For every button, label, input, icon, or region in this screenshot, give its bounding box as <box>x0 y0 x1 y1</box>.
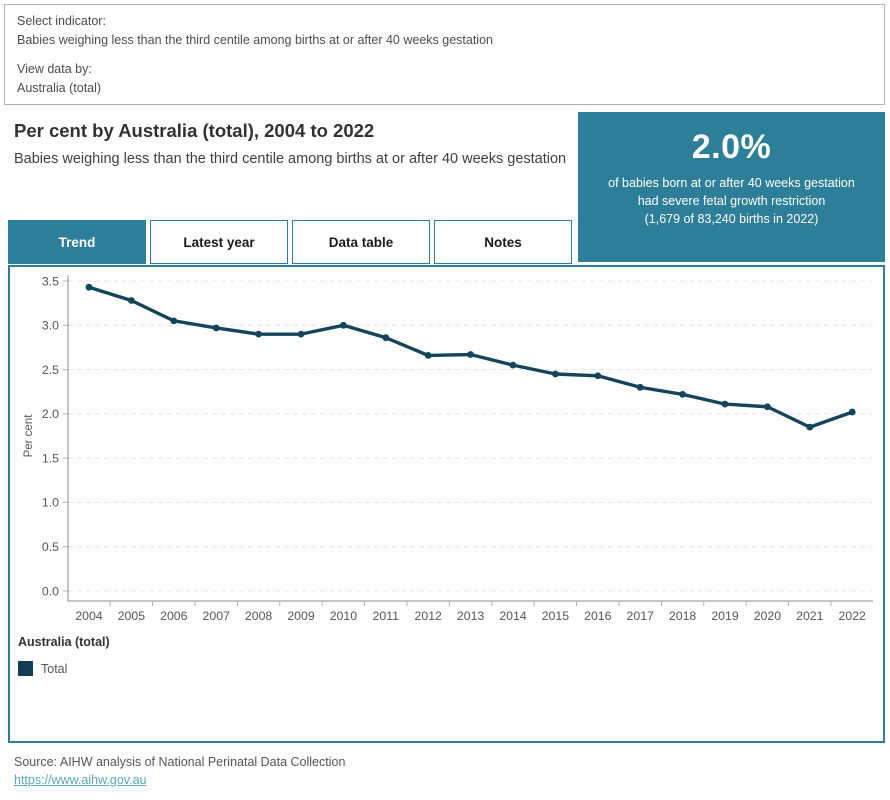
svg-text:2020: 2020 <box>754 609 782 623</box>
stat-value: 2.0% <box>691 128 772 166</box>
svg-text:3.0: 3.0 <box>42 319 59 333</box>
svg-text:2014: 2014 <box>499 609 527 623</box>
svg-text:3.5: 3.5 <box>42 274 59 288</box>
page-title: Per cent by Australia (total), 2004 to 2… <box>14 120 375 141</box>
tab-data-table[interactable]: Data table <box>292 220 430 264</box>
svg-text:2018: 2018 <box>669 609 697 623</box>
svg-text:2017: 2017 <box>627 609 655 623</box>
tab-latest-year[interactable]: Latest year <box>150 220 288 264</box>
source-text: Source: AIHW analysis of National Perina… <box>14 755 346 769</box>
svg-text:2010: 2010 <box>330 609 358 623</box>
svg-text:0.0: 0.0 <box>42 584 59 598</box>
svg-text:2011: 2011 <box>373 609 400 623</box>
trend-chart-svg[interactable]: 0.0 0.5 1.0 1.5 2.0 2.5 3.0 3.5 2004 2005 2006 2007… <box>10 267 883 629</box>
svg-text:2022: 2022 <box>839 609 867 623</box>
svg-text:2013: 2013 <box>457 609 485 623</box>
tab-trend[interactable]: Trend <box>8 220 146 264</box>
legend-group-label: Australia (total) <box>18 635 110 649</box>
legend-item-total[interactable]: Total <box>18 661 67 676</box>
tab-notes[interactable]: Notes <box>434 220 572 264</box>
svg-text:2.5: 2.5 <box>42 363 59 377</box>
page-subtitle: Babies weighing less than the third cent… <box>14 151 567 168</box>
stat-desc-line1: of babies born at or after 40 weeks gest… <box>608 176 855 190</box>
svg-text:2021: 2021 <box>796 609 824 623</box>
indicator-select[interactable]: Babies weighing less than the third cent… <box>17 33 493 47</box>
svg-text:2005: 2005 <box>118 609 146 623</box>
svg-text:2006: 2006 <box>160 609 188 623</box>
svg-text:2019: 2019 <box>711 609 739 623</box>
svg-text:2007: 2007 <box>203 609 231 623</box>
stat-desc-line2: had severe fetal growth restriction <box>637 194 826 209</box>
view-by-select[interactable]: Australia (total) <box>17 81 102 95</box>
stat-box: 2.0% of babies born at or after 40 weeks… <box>578 112 885 262</box>
tab-bar: Trend Latest year Data table Notes <box>8 220 728 264</box>
indicator-select-label: Select indicator: <box>17 14 106 28</box>
svg-text:1.0: 1.0 <box>42 496 59 510</box>
legend-label: Total <box>41 661 68 676</box>
legend-swatch-icon <box>18 661 33 676</box>
svg-text:2012: 2012 <box>415 609 443 623</box>
stat-desc-line3: (1,679 of 83,240 births in 2022) <box>644 212 819 227</box>
svg-text:0.5: 0.5 <box>42 540 59 554</box>
trend-chart-panel: 0.0 0.5 1.0 1.5 2.0 2.5 3.0 3.5 2004 2005 2006 2007… <box>8 265 885 743</box>
svg-text:2009: 2009 <box>287 609 315 623</box>
svg-text:2015: 2015 <box>542 609 570 623</box>
svg-text:2004: 2004 <box>75 609 103 623</box>
view-by-label: View data by: <box>17 62 92 76</box>
footer: Source: AIHW analysis of National Perina… <box>14 753 345 789</box>
header: Per cent by Australia (total), 2004 to 2… <box>14 120 574 169</box>
source-link[interactable]: https://www.aihw.gov.au <box>14 773 147 788</box>
svg-text:2008: 2008 <box>245 609 273 623</box>
filter-panel: Select indicator: Babies weighing less t… <box>4 4 885 105</box>
svg-text:2016: 2016 <box>584 609 612 623</box>
svg-text:2.0: 2.0 <box>42 407 59 421</box>
svg-text:1.5: 1.5 <box>42 451 59 465</box>
svg-text:Per cent: Per cent <box>23 414 35 458</box>
